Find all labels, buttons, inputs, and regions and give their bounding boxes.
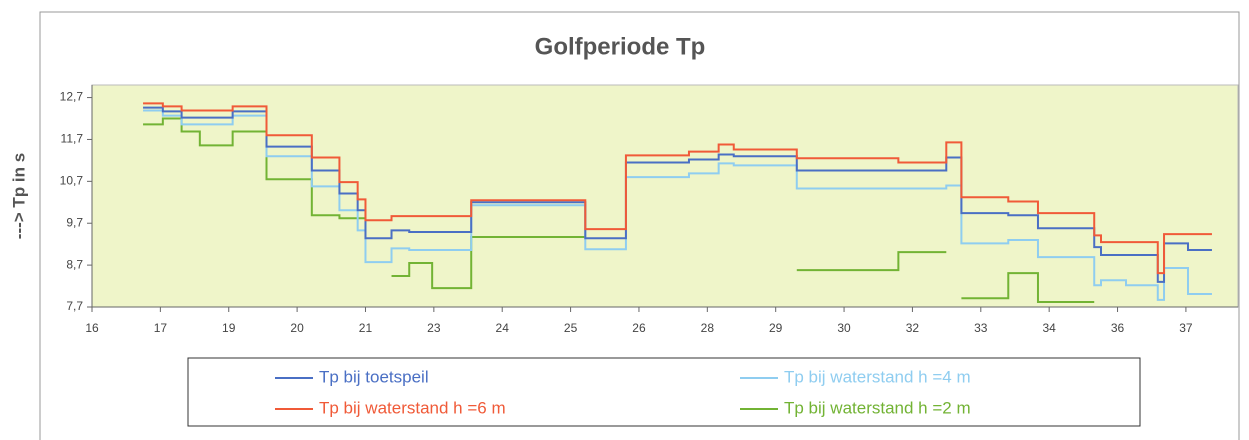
x-tick-label: 34 [1042,321,1056,335]
x-tick-label: 37 [1179,321,1193,335]
plot-area [91,84,1239,308]
y-tick-label: 8,7 [66,257,83,271]
legend-label: Tp bij waterstand h =6 m [319,398,506,417]
x-tick-label: 17 [154,321,168,335]
x-tick-label: 29 [769,321,783,335]
legend [187,357,1141,427]
legend-label: Tp bij toetspeil [319,367,429,386]
y-tick-label: 7,7 [66,299,83,313]
step-line [143,102,1212,275]
x-tick-label: 32 [906,321,920,335]
plot-lines [143,102,1212,303]
y-tick-label: 10,7 [60,174,84,188]
x-tick-label: 21 [359,321,373,335]
y-tick-label: 12,7 [60,90,84,104]
x-tick-label: 28 [701,321,715,335]
x-tick-label: 16 [85,321,99,335]
x-tick-label: 24 [496,321,510,335]
x-tick-label: 25 [564,321,578,335]
legend-label: Tp bij waterstand h =2 m [784,398,971,417]
y-tick-label: 9,7 [66,215,83,229]
step-line [796,251,947,272]
x-tick-label: 33 [974,321,988,335]
step-line [143,117,366,220]
y-axis-label: ---> Tp in s [9,153,28,239]
x-tick-label: 19 [222,321,236,335]
x-tick-label: 36 [1111,321,1125,335]
x-tick-label: 20 [290,321,304,335]
x-tick-label: 23 [427,321,441,335]
x-tick-label: 26 [632,321,646,335]
x-tick-label: 30 [837,321,851,335]
step-line [143,109,1212,301]
y-tick-label: 11,7 [61,132,84,146]
chart-title: Golfperiode Tp [535,33,706,60]
legend-label: Tp bij waterstand h =4 m [784,367,971,386]
step-line [143,106,1212,283]
step-line [961,272,1095,303]
